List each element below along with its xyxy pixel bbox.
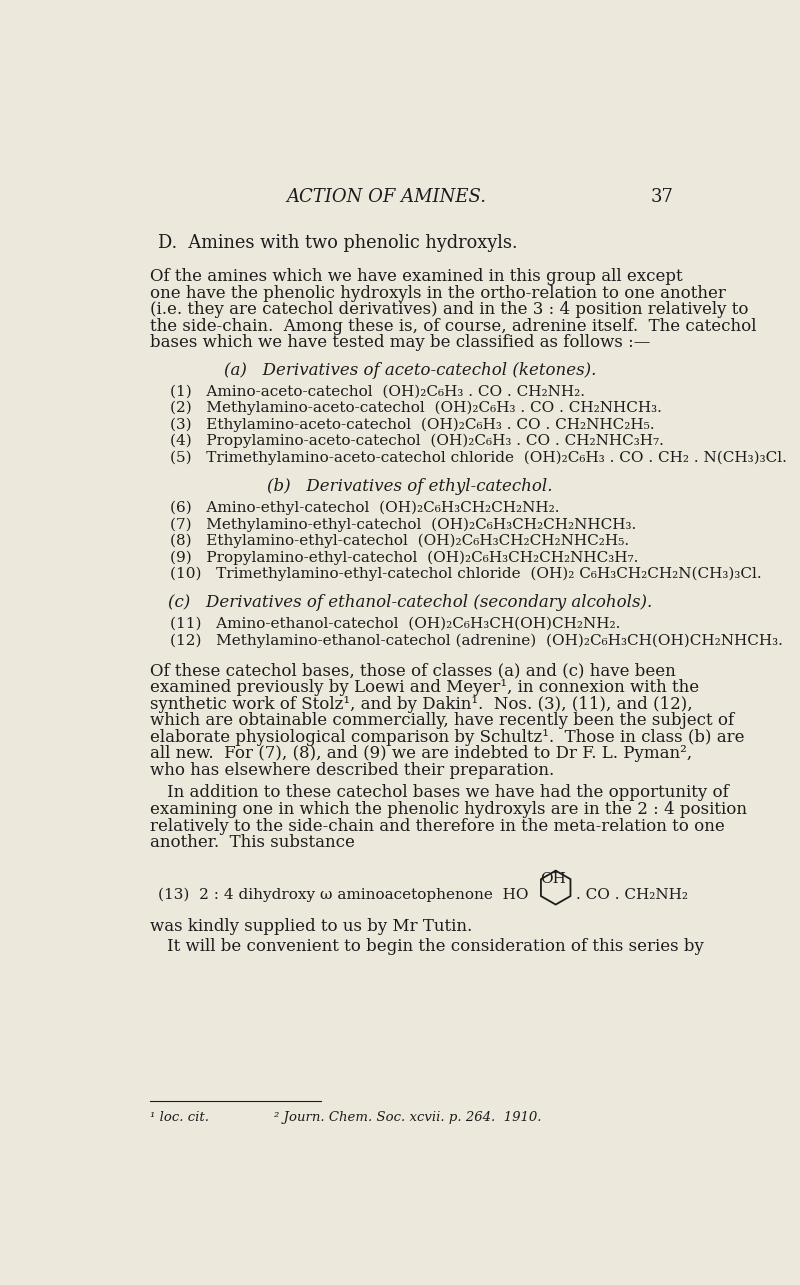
Text: (11)   Amino-ethanol-catechol  (OH)₂C₆H₃CH(OH)CH₂NH₂.: (11) Amino-ethanol-catechol (OH)₂C₆H₃CH(… bbox=[170, 617, 620, 631]
Text: ACTION OF AMINES.: ACTION OF AMINES. bbox=[286, 188, 486, 206]
Text: bases which we have tested may be classified as follows :—: bases which we have tested may be classi… bbox=[150, 334, 650, 351]
Text: all new.  For (7), (8), and (9) we are indebted to Dr F. L. Pyman²,: all new. For (7), (8), and (9) we are in… bbox=[150, 745, 693, 762]
Text: (b)   Derivatives of ethyl-catechol.: (b) Derivatives of ethyl-catechol. bbox=[267, 478, 553, 495]
Text: examining one in which the phenolic hydroxyls are in the 2 : 4 position: examining one in which the phenolic hydr… bbox=[150, 801, 747, 819]
Text: ² Journ. Chem. Soc. xcvii. p. 264.  1910.: ² Journ. Chem. Soc. xcvii. p. 264. 1910. bbox=[274, 1110, 542, 1123]
Text: (1)   Amino-aceto-catechol  (OH)₂C₆H₃ . CO . CH₂NH₂.: (1) Amino-aceto-catechol (OH)₂C₆H₃ . CO … bbox=[170, 384, 585, 398]
Text: (4)   Propylamino-aceto-catechol  (OH)₂C₆H₃ . CO . CH₂NHC₃H₇.: (4) Propylamino-aceto-catechol (OH)₂C₆H₃… bbox=[170, 434, 664, 448]
Text: synthetic work of Stolz¹, and by Dakin¹.  Nos. (3), (11), and (12),: synthetic work of Stolz¹, and by Dakin¹.… bbox=[150, 695, 693, 712]
Text: (7)   Methylamino-ethyl-catechol  (OH)₂C₆H₃CH₂CH₂NHCH₃.: (7) Methylamino-ethyl-catechol (OH)₂C₆H₃… bbox=[170, 518, 636, 532]
Text: who has elsewhere described their preparation.: who has elsewhere described their prepar… bbox=[150, 762, 554, 779]
Text: the side-chain.  Among these is, of course, adrenine itself.  The catechol: the side-chain. Among these is, of cours… bbox=[150, 317, 757, 335]
Text: Of the amines which we have examined in this group all except: Of the amines which we have examined in … bbox=[150, 269, 683, 285]
Text: Of these catechol bases, those of classes (a) and (c) have been: Of these catechol bases, those of classe… bbox=[150, 662, 676, 680]
Text: one have the phenolic hydroxyls in the ortho-relation to one another: one have the phenolic hydroxyls in the o… bbox=[150, 285, 726, 302]
Text: 37: 37 bbox=[650, 188, 674, 206]
Text: (9)   Propylamino-ethyl-catechol  (OH)₂C₆H₃CH₂CH₂NHC₃H₇.: (9) Propylamino-ethyl-catechol (OH)₂C₆H₃… bbox=[170, 550, 638, 564]
Text: (13)  2 : 4 dihydroxy ω aminoacetophenone  HO: (13) 2 : 4 dihydroxy ω aminoacetophenone… bbox=[158, 888, 529, 902]
Text: (i.e. they are catechol derivatives) and in the 3 : 4 position relatively to: (i.e. they are catechol derivatives) and… bbox=[150, 301, 749, 319]
Text: examined previously by Loewi and Meyer¹, in connexion with the: examined previously by Loewi and Meyer¹,… bbox=[150, 678, 699, 696]
Text: another.  This substance: another. This substance bbox=[150, 834, 355, 851]
Text: relatively to the side-chain and therefore in the meta-relation to one: relatively to the side-chain and therefo… bbox=[150, 817, 725, 834]
Text: OH: OH bbox=[540, 873, 566, 887]
Text: (5)   Trimethylamino-aceto-catechol chloride  (OH)₂C₆H₃ . CO . CH₂ . N(CH₃)₃Cl.: (5) Trimethylamino-aceto-catechol chlori… bbox=[170, 451, 786, 465]
Text: D.  Amines with two phenolic hydroxyls.: D. Amines with two phenolic hydroxyls. bbox=[158, 234, 518, 252]
Text: ¹ loc. cit.: ¹ loc. cit. bbox=[150, 1110, 210, 1123]
Text: which are obtainable commercially, have recently been the subject of: which are obtainable commercially, have … bbox=[150, 712, 734, 729]
Text: (12)   Methylamino-ethanol-catechol (adrenine)  (OH)₂C₆H₃CH(OH)CH₂NHCH₃.: (12) Methylamino-ethanol-catechol (adren… bbox=[170, 634, 782, 648]
Text: (a)   Derivatives of aceto-catechol (ketones).: (a) Derivatives of aceto-catechol (keton… bbox=[224, 361, 596, 379]
Text: (6)   Amino-ethyl-catechol  (OH)₂C₆H₃CH₂CH₂NH₂.: (6) Amino-ethyl-catechol (OH)₂C₆H₃CH₂CH₂… bbox=[170, 501, 559, 515]
Text: . CO . CH₂NH₂: . CO . CH₂NH₂ bbox=[576, 888, 688, 902]
Text: In addition to these catechol bases we have had the opportunity of: In addition to these catechol bases we h… bbox=[167, 784, 729, 802]
Text: (10)   Trimethylamino-ethyl-catechol chloride  (OH)₂ C₆H₃CH₂CH₂N(CH₃)₃Cl.: (10) Trimethylamino-ethyl-catechol chlor… bbox=[170, 567, 762, 581]
Text: (8)   Ethylamino-ethyl-catechol  (OH)₂C₆H₃CH₂CH₂NHC₂H₅.: (8) Ethylamino-ethyl-catechol (OH)₂C₆H₃C… bbox=[170, 533, 629, 549]
Text: was kindly supplied to us by Mr Tutin.: was kindly supplied to us by Mr Tutin. bbox=[150, 919, 473, 935]
Text: (c)   Derivatives of ethanol-catechol (secondary alcohols).: (c) Derivatives of ethanol-catechol (sec… bbox=[168, 594, 652, 612]
Text: (3)   Ethylamino-aceto-catechol  (OH)₂C₆H₃ . CO . CH₂NHC₂H₅.: (3) Ethylamino-aceto-catechol (OH)₂C₆H₃ … bbox=[170, 418, 654, 432]
Text: elaborate physiological comparison by Schultz¹.  Those in class (b) are: elaborate physiological comparison by Sc… bbox=[150, 729, 745, 745]
Text: (2)   Methylamino-aceto-catechol  (OH)₂C₆H₃ . CO . CH₂NHCH₃.: (2) Methylamino-aceto-catechol (OH)₂C₆H₃… bbox=[170, 401, 662, 415]
Text: It will be convenient to begin the consideration of this series by: It will be convenient to begin the consi… bbox=[167, 938, 704, 955]
